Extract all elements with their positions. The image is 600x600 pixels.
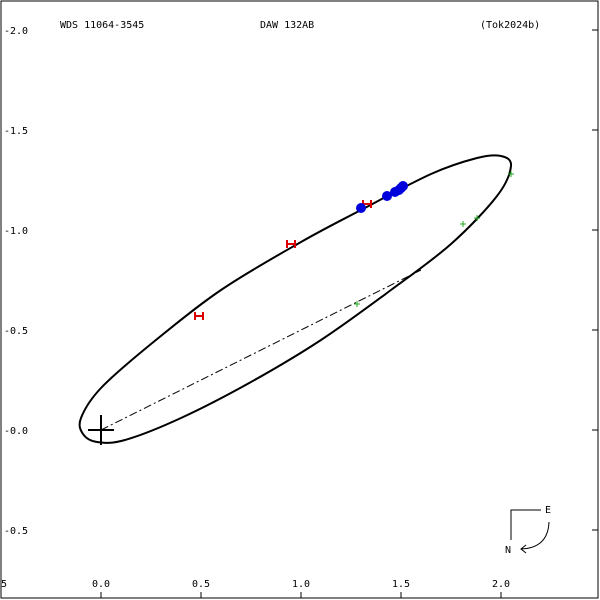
primary-star-cross	[88, 415, 114, 445]
compass-arrowhead	[520, 544, 527, 554]
data-point-green	[508, 171, 514, 177]
data-point-blue	[356, 203, 366, 213]
observation-points	[194, 171, 514, 320]
y-tick-label: -0.5	[4, 326, 28, 337]
compass-frame	[510, 509, 541, 540]
chart-header-left: WDS 11064-3545	[60, 20, 144, 31]
x-tick-label: .5	[0, 579, 7, 590]
orbit-ellipse	[78, 154, 513, 444]
compass-indicator: E N	[505, 505, 551, 556]
data-point-red	[286, 240, 296, 248]
x-tick-label: 1.0	[292, 579, 310, 590]
chart-header-right: (Tok2024b)	[480, 20, 540, 31]
x-tick-label: 0.0	[92, 579, 110, 590]
data-point-green	[460, 221, 466, 227]
data-point-green	[474, 215, 480, 221]
data-point-green	[354, 301, 360, 307]
x-tick-label: 0.5	[192, 579, 210, 590]
data-point-blue	[398, 181, 408, 191]
data-point-blue	[382, 191, 392, 201]
x-tick-label: 2.0	[492, 579, 510, 590]
y-tick-label: -0.5	[4, 526, 28, 537]
axis-ticks: .5 0.0 0.5 1.0 1.5 2.0 -2.0 -1.5 -1.0 -0.5 -0.0 -0.…	[0, 26, 598, 598]
compass-arrow-curve	[520, 521, 550, 550]
compass-north-label: N	[505, 545, 511, 556]
y-tick-label: -1.5	[4, 126, 28, 137]
chart-header-center: DAW 132AB	[260, 20, 314, 31]
y-tick-label: -1.0	[4, 226, 28, 237]
data-point-red	[194, 312, 204, 320]
y-tick-label: -0.0	[4, 426, 28, 437]
compass-east-label: E	[545, 505, 551, 516]
line-of-nodes	[100, 269, 422, 431]
x-tick-label: 1.5	[392, 579, 410, 590]
y-tick-label: -2.0	[4, 26, 28, 37]
